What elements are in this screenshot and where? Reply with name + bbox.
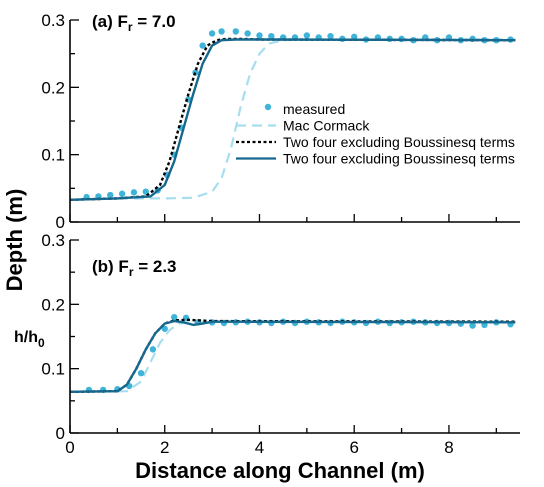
- measured-point: [268, 32, 275, 40]
- y-axis-title: Depth (m): [2, 189, 27, 292]
- measured-point: [244, 30, 251, 37]
- measured-point: [232, 28, 239, 35]
- legend-label: Mac Cormack: [283, 118, 370, 134]
- measured-point: [351, 33, 358, 41]
- panel-b-plot-area: [69, 314, 516, 394]
- boussinesq-solid-line: [69, 319, 516, 393]
- boussinesq-dotted-line: [69, 318, 516, 393]
- measured-point: [218, 28, 225, 35]
- y-tick-label: 0.3: [41, 231, 65, 250]
- x-tick-label: 8: [444, 438, 453, 457]
- measured-point: [149, 346, 157, 353]
- y-tick-label: 0.2: [41, 295, 65, 314]
- legend-label: Two four excluding Boussinesq terms: [283, 151, 515, 167]
- legend-label: Two four excluding Boussinesq terms: [283, 134, 515, 150]
- measured-point: [142, 188, 149, 195]
- boussinesq-dotted-line: [69, 37, 516, 201]
- panel-b-chart: 0 0.1 0.2 0.3 0 2 4 6 8 (b) Fr = 2.3 h/h0: [14, 231, 520, 457]
- measured-point: [327, 32, 334, 40]
- legend-label: measured: [283, 101, 345, 117]
- measured-point: [171, 314, 178, 321]
- measured-point: [208, 30, 216, 37]
- measured-point: [256, 32, 263, 39]
- measured-point: [137, 369, 145, 377]
- measured-point: [107, 191, 114, 199]
- panel-b-title: (b) Fr = 2.3: [92, 257, 177, 279]
- y-tick-label: 0: [56, 424, 65, 443]
- legend-marker-measured: [264, 103, 272, 111]
- panel-b-axes: 0 0.1 0.2 0.3 0 2 4 6 8: [41, 231, 520, 457]
- mac-cormack-line: [69, 38, 516, 201]
- y-tick-label: 0.1: [41, 360, 65, 379]
- y-tick-label: 0.1: [41, 146, 65, 165]
- panel-a-plot-area: [69, 28, 516, 201]
- measured-point: [199, 42, 206, 49]
- x-tick-label: 2: [160, 438, 169, 457]
- mac-cormack-line: [69, 320, 516, 393]
- x-axis-title: Distance along Channel (m): [135, 458, 425, 483]
- x-tick-label: 6: [349, 438, 358, 457]
- x-tick-label: 4: [255, 438, 264, 457]
- measured-point: [303, 32, 311, 39]
- x-tick-label: 0: [65, 438, 74, 457]
- measured-point: [161, 325, 168, 332]
- measured-point: [118, 190, 126, 197]
- y-tick-label: 0.2: [41, 78, 65, 97]
- y-tick-label: 0: [56, 213, 65, 232]
- measured-point: [469, 322, 476, 329]
- boussinesq-solid-line: [69, 38, 516, 201]
- measured-point: [130, 189, 138, 196]
- panel-a-title: (a) Fr = 7.0: [92, 12, 176, 34]
- panel-a-axes: 0 0.1 0.2 0.3: [41, 11, 520, 232]
- y-tick-label: 0.3: [41, 11, 65, 30]
- panel-b-y-annotation: h/h0: [14, 329, 45, 350]
